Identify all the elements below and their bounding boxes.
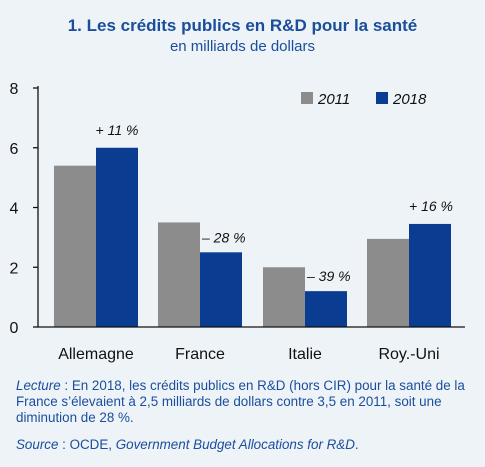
bar-2018-italie	[305, 291, 347, 327]
chart-subtitle: en milliards de dollars	[169, 38, 316, 55]
y-tick-label: 2	[10, 260, 19, 277]
x-category-label: Italie	[288, 346, 322, 363]
chart-bars	[54, 147, 451, 327]
bar-2018-roy-uni	[409, 223, 451, 327]
chart-title: 1. Les crédits publics en R&D pour la sa…	[67, 16, 418, 35]
bar-2018-france	[200, 252, 242, 327]
chart-annotations: + 11 % – 28 % – 39 % + 16 %	[96, 122, 453, 284]
x-category-label: Allemagne	[58, 346, 134, 363]
source-lead: Source	[16, 437, 59, 452]
y-tick-label: 4	[10, 201, 19, 218]
x-category-label: Roy.-Uni	[378, 346, 439, 363]
bar-2011-france	[158, 222, 200, 327]
change-annotation: + 11 %	[96, 122, 139, 138]
bar-2018-allemagne	[96, 147, 138, 327]
y-tick-label: 6	[10, 141, 19, 158]
x-category-label: France	[175, 346, 225, 363]
change-annotation: – 28 %	[201, 229, 246, 245]
legend-swatch-2018	[376, 92, 388, 104]
note-text: : En 2018, les crédits publics en R&D (h…	[16, 378, 465, 425]
y-tick-label: 8	[10, 81, 19, 98]
source-org: : OCDE,	[58, 437, 116, 452]
bar-2011-roy-uni	[367, 238, 409, 327]
bar-2011-allemagne	[54, 165, 96, 327]
legend-label-2011: 2011	[317, 91, 350, 108]
source-publication: Government Budget Allocations for R&D	[115, 437, 355, 452]
x-axis: Allemagne France Italie Roy.-Uni	[38, 326, 465, 363]
bar-2011-italie	[263, 267, 305, 327]
change-annotation: + 16 %	[409, 198, 453, 214]
legend-swatch-2011	[301, 92, 313, 104]
source-end: .	[354, 437, 359, 452]
y-axis: 0 2 4 6 8	[10, 81, 39, 337]
change-annotation: – 39 %	[306, 268, 351, 284]
chart-legend: 2011 2018	[301, 91, 427, 108]
reading-note: Lecture : En 2018, les crédits publics e…	[16, 378, 476, 426]
note-lead: Lecture	[16, 378, 61, 393]
legend-label-2018: 2018	[392, 91, 427, 108]
bar-chart: 2011 2018 + 11 %– 28 %– 39 %+ 16 % 02468 …	[10, 81, 465, 363]
source-note: Source : OCDE, Government Budget Allocat…	[16, 437, 476, 452]
y-tick-label: 0	[10, 320, 19, 337]
